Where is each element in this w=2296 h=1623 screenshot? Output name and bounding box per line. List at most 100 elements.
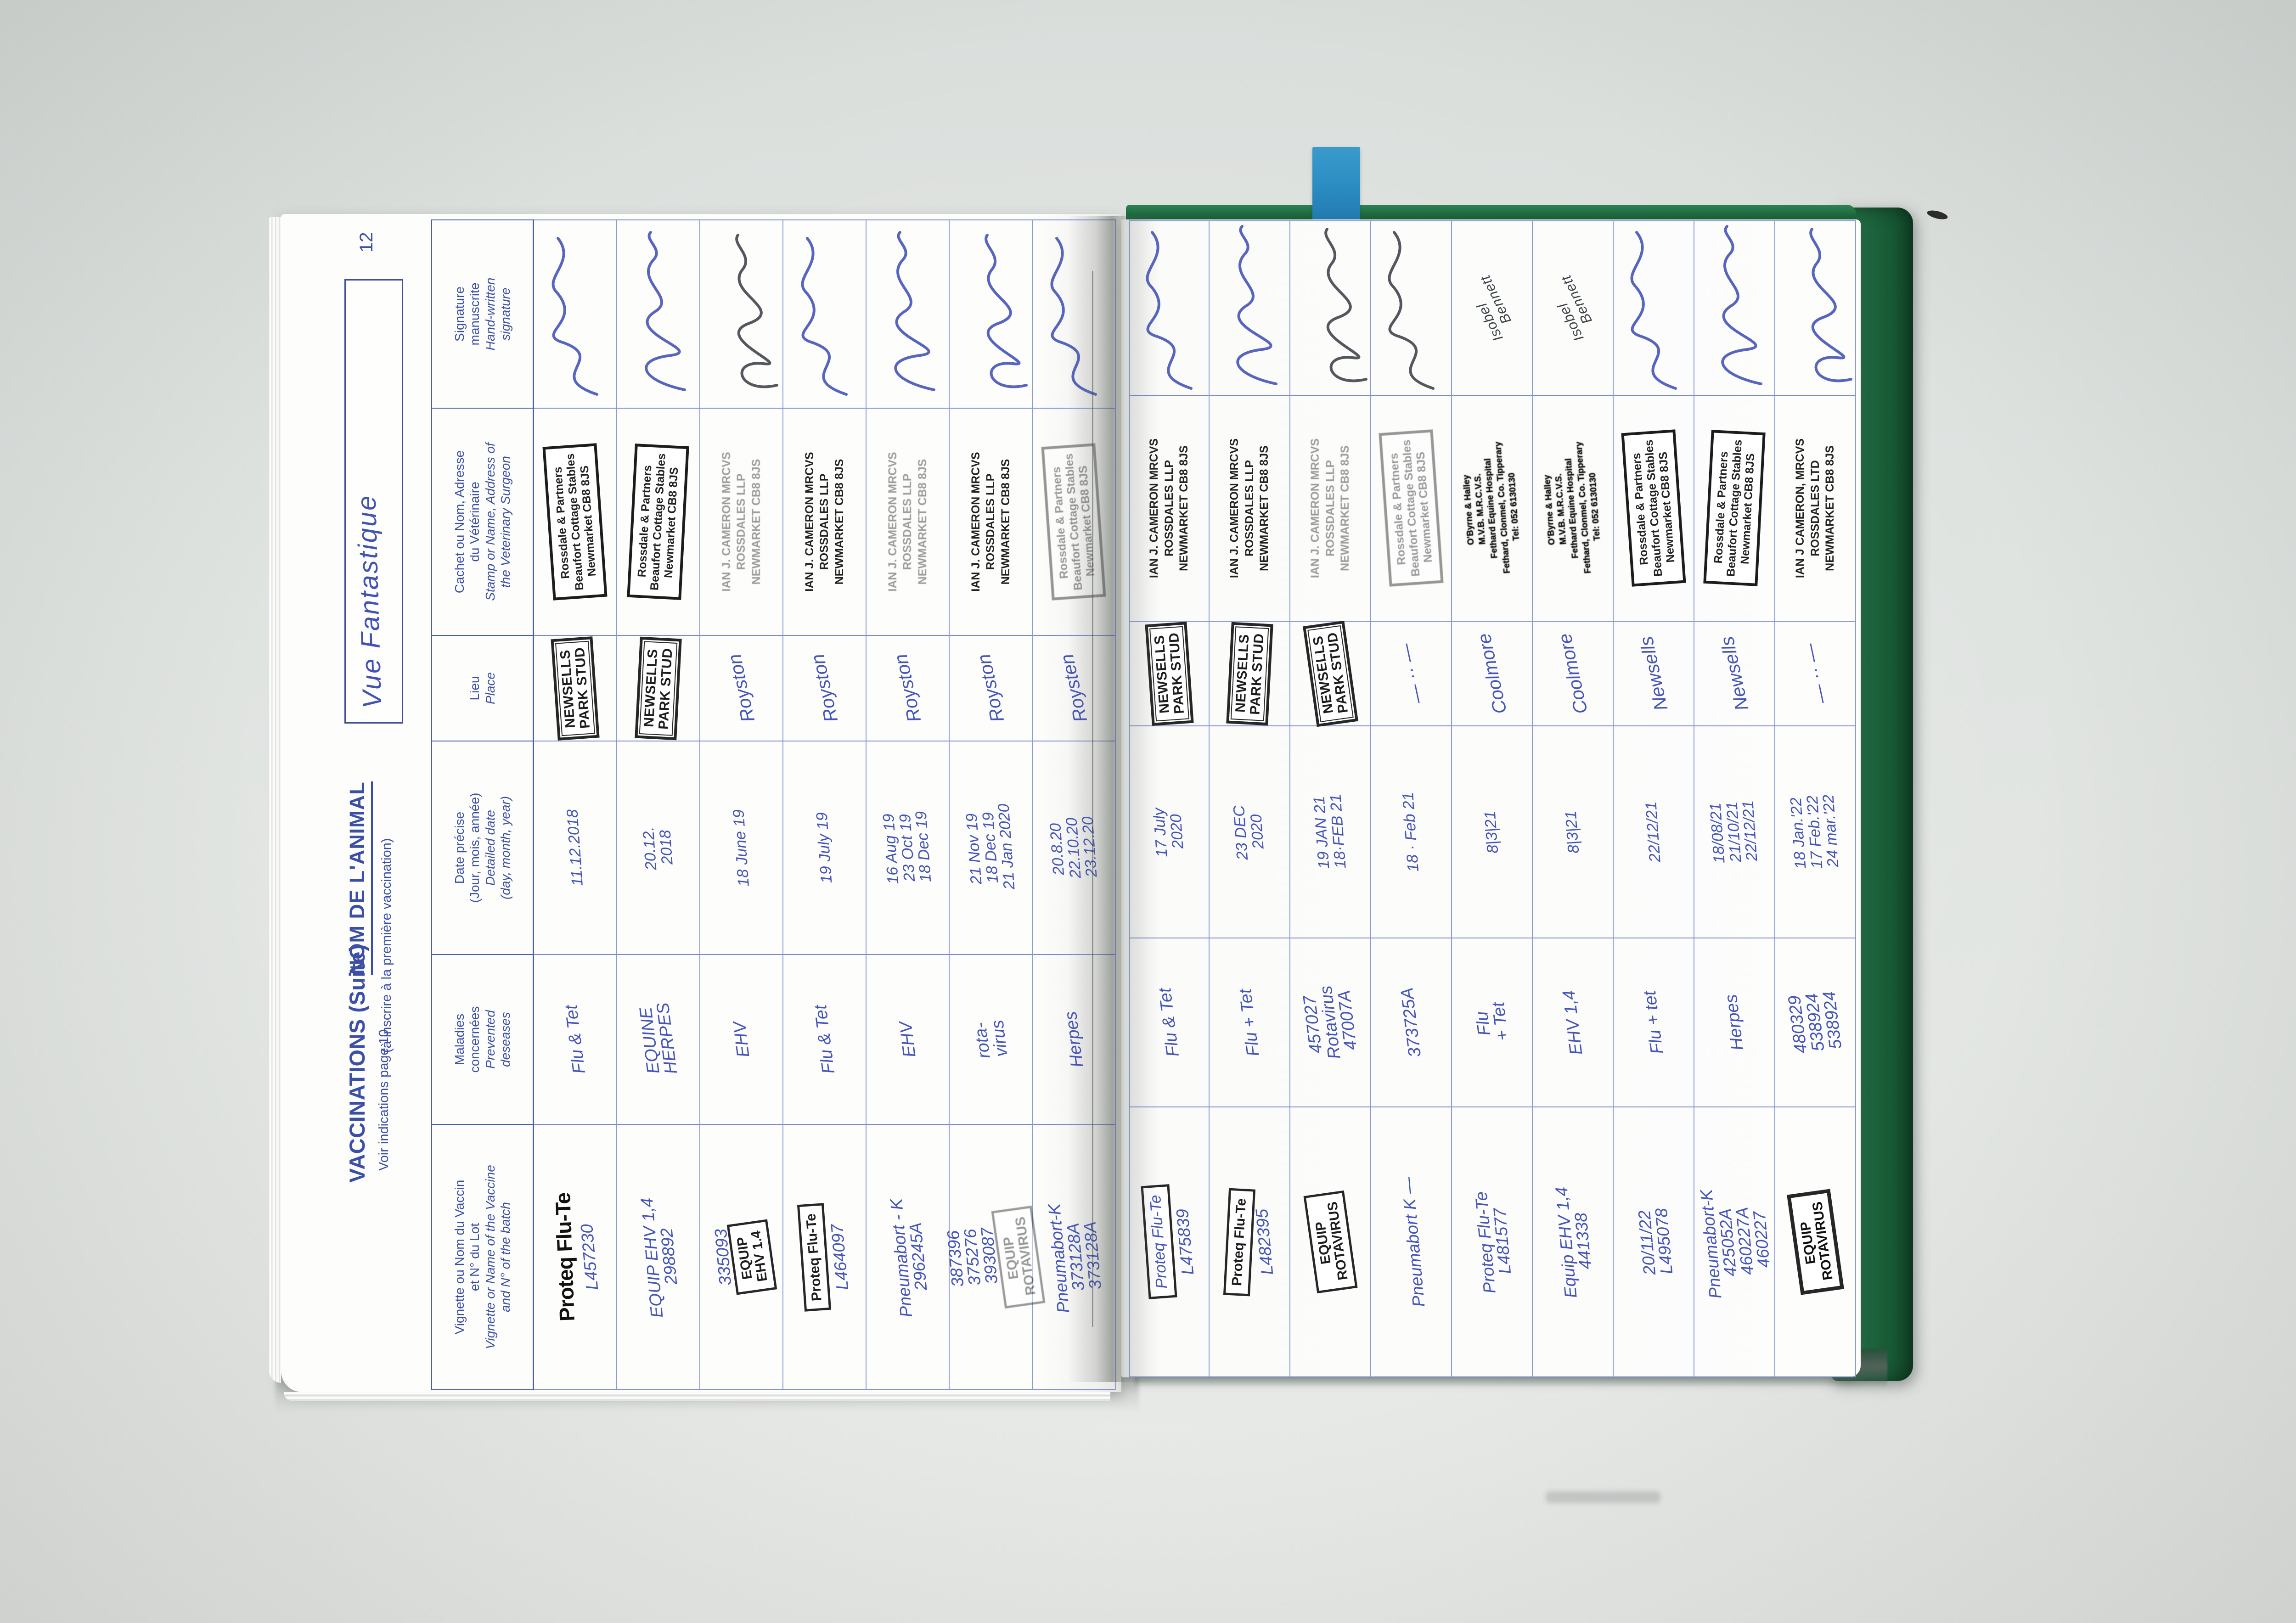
place-handwriting: Coolmore bbox=[1473, 631, 1511, 716]
vet-stamp: O'Byrne & Halley M.V.B. M.R.C.V.S. Fetha… bbox=[1462, 441, 1522, 574]
vaccination-entry: EQUIP ROTAVIRUS 480329 538924 538924 18 Ja… bbox=[1775, 220, 1856, 1377]
page-top-strip: VACCINATIONS (Suite) Voir indications pa… bbox=[342, 219, 431, 1390]
column-header-en: Detailed date (day, month, year) bbox=[483, 796, 512, 900]
handwritten-signature bbox=[801, 237, 848, 396]
cell-vaccine: Pneumabort-K 425052A 460227A 460227 bbox=[1694, 1106, 1775, 1377]
place-handwriting: Roysten bbox=[1056, 652, 1092, 724]
cell-diseases: EHV 1,4 bbox=[1533, 938, 1614, 1106]
vaccination-entry: EQUIP EHV 1,4 298892 EQUINE HERPES 20.12. … bbox=[617, 219, 700, 1390]
cell-diseases: Herpes bbox=[1694, 938, 1775, 1106]
cell-vaccine: 20/11/22 L495078 bbox=[1614, 1106, 1694, 1377]
column-header-en: Stamp or Name, Address of the Veterinary… bbox=[483, 443, 512, 601]
place-handwriting: Royston bbox=[889, 652, 925, 724]
vet-stamp: Rossdale & Partners Beaufort Cottage Sta… bbox=[627, 444, 690, 600]
page-number: 12 bbox=[356, 232, 377, 253]
cell-vet: O'Byrne & Halley M.V.B. M.R.C.V.S. Fetha… bbox=[1452, 395, 1533, 621]
place-handwriting: Royston bbox=[806, 652, 842, 724]
column-header-en: Vignette or Name of the Vaccine and N° o… bbox=[483, 1165, 512, 1349]
handwritten-signature bbox=[1388, 231, 1435, 390]
handwritten-signature: Isobel Bennett bbox=[1554, 272, 1595, 344]
date-handwriting: 21 Nov 19 18 Dec 19 21 Jan 2020 bbox=[962, 803, 1019, 890]
cell-diseases: Flu + Tet bbox=[1452, 938, 1533, 1106]
column-header-fr: Cachet ou Nom, Adresse du Vétérinaire bbox=[452, 450, 482, 594]
cell-vaccine: Proteq Flu-Te L457230 bbox=[534, 1124, 617, 1390]
vet-stamp: Rossdale & Partners Beaufort Cottage Sta… bbox=[1041, 443, 1107, 601]
date-handwriting: 19 July 19 bbox=[813, 811, 836, 884]
cell-place: — ·· — bbox=[1371, 621, 1452, 725]
diseases-handwriting: Flu + Tet bbox=[1472, 1001, 1513, 1042]
cell-date: 20.12. 2018 bbox=[617, 741, 700, 954]
cell-place: NEWSELLS PARK STUD bbox=[534, 635, 617, 741]
vaccination-entry: Pneumabort-K 425052A 460227A 460227 Herpe… bbox=[1694, 220, 1775, 1377]
cell-signature bbox=[1129, 220, 1210, 395]
animal-name-box: Vue Fantastique bbox=[344, 279, 403, 724]
vaccination-entry: Proteq Flu-Te L457230 Flu & Tet 11.12.2018 N… bbox=[534, 219, 617, 1390]
diseases-handwriting: rota- virus bbox=[970, 1019, 1012, 1060]
cell-vet: IAN J. CAMERON MRCVS ROSSDALES LLP NEWMA… bbox=[1210, 395, 1290, 621]
cell-vaccine: Proteq Flu-Te L481577 bbox=[1452, 1106, 1533, 1377]
cell-vet: Rossdale & Partners Beaufort Cottage Sta… bbox=[1033, 408, 1116, 635]
vet-stamp: IAN J. CAMERON MRCVS ROSSDALES LLP NEWMA… bbox=[886, 452, 929, 592]
date-handwriting: 8|3|21 bbox=[1562, 810, 1583, 854]
vaccination-entry: Proteq Flu-Te L475839 Flu & Tet 17 July 202… bbox=[1129, 220, 1210, 1377]
vaccine-stamp: Proteq Flu-Te bbox=[1223, 1188, 1255, 1296]
place-stamp: NEWSELLS PARK STUD bbox=[1302, 620, 1358, 727]
right-page-content: Proteq Flu-Te L475839 Flu & Tet 17 July 202… bbox=[1123, 220, 1858, 1377]
vaccine-lot-handwriting: L482395 bbox=[1252, 1208, 1277, 1276]
vaccination-entry: Equip EHV 1,4 441338 EHV 1,4 8|3|21 Coolmor… bbox=[1533, 220, 1614, 1377]
vaccine-stamp: Proteq Flu-Te bbox=[551, 1192, 579, 1322]
vaccination-entry: 20/11/22 L495078 Flu + tet 22/12/21 Newsell… bbox=[1614, 220, 1694, 1377]
cell-vet: Rossdale & Partners Beaufort Cottage Sta… bbox=[617, 408, 700, 635]
vaccination-entry: 335093 EQUIP EHV 1.4 EHV 18 June 19 Royston I… bbox=[700, 219, 783, 1390]
diseases-handwriting: EQUINE HERPES bbox=[636, 1001, 681, 1075]
vaccine-lot-handwriting: EQUIP EHV 1,4 298892 bbox=[637, 1197, 681, 1319]
cell-signature bbox=[783, 219, 867, 408]
handwritten-signature bbox=[1236, 225, 1277, 385]
cell-vet: IAN J. CAMERON MRCVS ROSSDALES LLP NEWMA… bbox=[700, 408, 783, 635]
place-handwriting: Newsells bbox=[1716, 635, 1753, 713]
table-header-row: Vignette ou Nom du Vaccin et N° du Lot Vi… bbox=[431, 219, 534, 1390]
column-header-vet: Cachet ou Nom, Adresse du Vétérinaire Sta… bbox=[432, 408, 533, 635]
handwritten-signature bbox=[1146, 231, 1193, 390]
vet-stamp: IAN J. CAMERON MRCVS ROSSDALES LLP NEWMA… bbox=[720, 452, 763, 592]
cell-date: 17 July 2020 bbox=[1129, 725, 1210, 938]
diseases-handwriting: 480329 538924 538924 bbox=[1784, 990, 1846, 1055]
cell-date: 18 June 19 bbox=[700, 741, 783, 954]
column-header-vaccine: Vignette ou Nom du Vaccin et N° du Lot Vi… bbox=[432, 1124, 533, 1390]
vaccine-lot-handwriting: Pneumabort-K 373128A 373128A bbox=[1044, 1203, 1105, 1314]
place-handwriting: — ·· — bbox=[1798, 641, 1832, 706]
vaccine-stamp: Proteq Flu-Te bbox=[1141, 1184, 1177, 1300]
date-handwriting: 18/08/21 21/10/21 22/12/21 bbox=[1706, 800, 1761, 864]
vaccination-entry: Pneumabort-K 373128A 373128A Herpes 20.8.2… bbox=[1033, 219, 1116, 1390]
date-handwriting: 20.8.20 22.10.20 23.12.20 bbox=[1047, 815, 1101, 879]
cell-diseases: rota- virus bbox=[950, 954, 1033, 1124]
diseases-handwriting: EHV bbox=[895, 1020, 920, 1059]
cell-diseases: Flu & Tet bbox=[783, 954, 867, 1124]
column-header-en: Place bbox=[483, 672, 497, 705]
cell-signature bbox=[1694, 220, 1775, 395]
cell-place: NEWSELLS PARK STUD bbox=[1290, 620, 1371, 727]
cell-diseases: Flu & Tet bbox=[1129, 938, 1210, 1106]
cell-diseases: Flu + Tet bbox=[1210, 938, 1290, 1106]
cell-vaccine: Proteq Flu-Te L475839 bbox=[1129, 1106, 1210, 1377]
vaccine-lot-handwriting: 20/11/22 L495078 bbox=[1634, 1207, 1677, 1276]
diseases-handwriting: 373725A bbox=[1397, 986, 1425, 1059]
cell-place: NEWSELLS PARK STUD bbox=[1210, 621, 1290, 725]
animal-name-value: Vue Fantastique bbox=[351, 494, 388, 709]
diseases-handwriting: Herpes bbox=[1721, 993, 1748, 1052]
handwritten-signature bbox=[1630, 231, 1677, 390]
vet-stamp: O'Byrne & Halley M.V.B. M.R.C.V.S. Fetha… bbox=[1542, 441, 1603, 574]
vaccination-entries-left: Proteq Flu-Te L457230 Flu & Tet 11.12.2018 N… bbox=[534, 219, 1116, 1390]
cell-signature bbox=[1290, 220, 1371, 395]
cell-vet: IAN J. CAMERON MRCVS ROSSDALES LLP NEWMA… bbox=[867, 408, 950, 635]
cell-signature bbox=[1775, 220, 1856, 395]
place-handwriting: Coolmore bbox=[1553, 631, 1592, 716]
cell-date: 19 JAN 21 18·FEB 21 bbox=[1290, 725, 1371, 938]
vaccine-stamp: Proteq Flu-Te bbox=[797, 1202, 831, 1312]
cell-vaccine: Proteq Flu-Te L464097 bbox=[783, 1124, 867, 1390]
vaccination-entry: Proteq Flu-Te L482395 Flu + Tet 23 DEC 2020… bbox=[1210, 220, 1290, 1377]
animal-name-sublabel: (à inscrire à la première vaccination) bbox=[379, 838, 394, 1053]
scan-speck bbox=[1926, 208, 1949, 221]
cell-place: NEWSELLS PARK STUD bbox=[617, 635, 700, 741]
